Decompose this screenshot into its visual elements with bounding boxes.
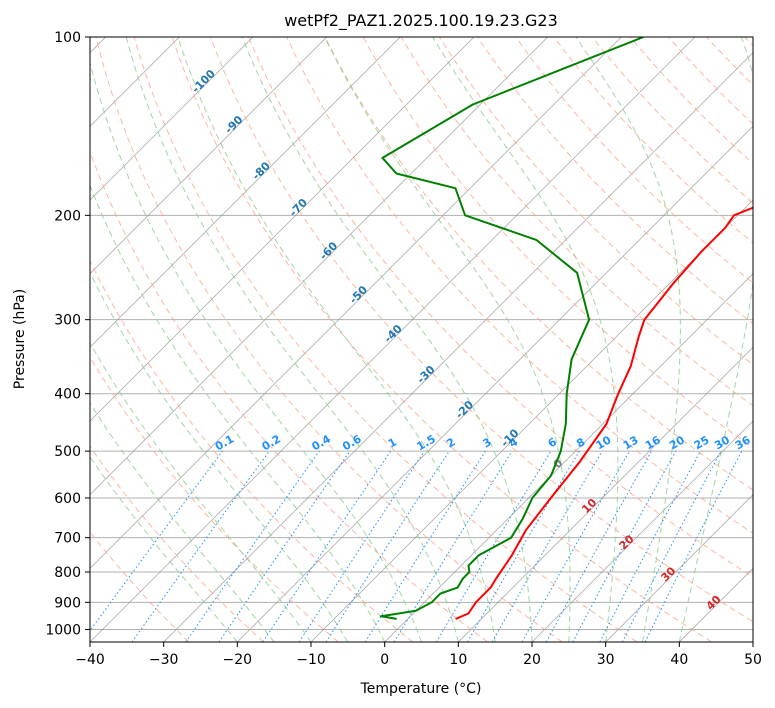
x-tick-label: 30 <box>597 652 615 668</box>
moist-adiabat-line <box>125 37 459 642</box>
moist-adiabat-line <box>432 37 619 642</box>
x-tick-label: −30 <box>149 652 179 668</box>
y-tick-label: 1000 <box>45 622 81 638</box>
moist-adiabat-line <box>575 37 681 642</box>
moist-adiabat-line <box>90 402 275 642</box>
y-tick-label: 600 <box>54 491 81 507</box>
dry-adiabat-line <box>400 37 753 407</box>
moist-adiabat-line <box>90 184 386 642</box>
x-tick-label: 10 <box>449 652 467 668</box>
mixing-ratio-line <box>325 450 450 642</box>
x-tick-label: 20 <box>523 652 541 668</box>
isotherm-line <box>90 37 327 275</box>
temperature-profile <box>455 206 753 620</box>
x-tick-label: −20 <box>223 652 253 668</box>
dry-adiabat-line <box>90 445 264 642</box>
dry-adiabat-line <box>90 259 414 642</box>
isotherm-line <box>458 346 753 642</box>
isotherm-line <box>90 37 548 496</box>
moist-adiabat-line <box>177 37 496 642</box>
isotherm-line <box>90 37 254 201</box>
isotherm-line <box>163 52 753 642</box>
axes-ticks: −40 −30 −20 −10 0 10 20 30 40 50 100 200 300 400 500 60… <box>45 30 762 668</box>
y-tick-label: 400 <box>54 387 81 403</box>
mixing-ratio-line <box>521 450 630 642</box>
y-tick-label: 900 <box>54 595 81 611</box>
isotherm-line <box>90 37 475 422</box>
isotherm-line <box>237 125 753 642</box>
mixing-ratio-line <box>644 450 743 642</box>
mixing-ratio-line <box>298 450 425 642</box>
dry-adiabat-line <box>95 37 563 642</box>
chart-title: wetPf2_PAZ1.2025.100.19.23.G23 <box>284 11 558 31</box>
mixing-ratio-line <box>545 450 653 642</box>
mixing-ratio-line <box>131 450 270 642</box>
dry-adiabat-line <box>248 37 753 578</box>
y-tick-label: 100 <box>54 30 81 46</box>
dry-adiabat-line <box>629 37 753 165</box>
x-tick-label: −10 <box>296 652 326 668</box>
isotherm-line <box>384 273 753 642</box>
moist-adiabat-line <box>678 37 753 642</box>
moist-adiabat-line <box>324 37 571 642</box>
moist-adiabat-line <box>90 60 422 642</box>
isotherm-line <box>90 37 696 642</box>
dry-adiabat-line <box>324 37 753 491</box>
dry-adiabat-line <box>591 37 753 204</box>
mixing-ratio-line <box>262 450 392 642</box>
dewpoint-profile <box>380 37 644 620</box>
y-tick-label: 200 <box>54 208 81 224</box>
y-tick-label: 500 <box>54 444 81 460</box>
mixing-ratio-line <box>90 450 223 632</box>
y-tick-label: 300 <box>54 313 81 329</box>
isotherm-line <box>605 494 753 642</box>
isotherm-line <box>90 37 622 569</box>
moist-adiabat-line <box>90 271 349 642</box>
mixing-ratio-line <box>393 450 513 642</box>
dry-adiabat-line <box>362 37 753 449</box>
dry-adiabat-line <box>210 37 753 623</box>
x-axis-title: Temperature (°C) <box>360 681 482 697</box>
dry-adiabat-line <box>515 37 753 284</box>
isotherm-line <box>531 420 753 642</box>
x-tick-label: 40 <box>670 652 688 668</box>
mixing-ratio-line <box>185 450 320 642</box>
dry-adiabat-line <box>477 37 753 325</box>
y-axis-title: Pressure (hPa) <box>12 289 28 389</box>
thermo-background-lines <box>90 37 753 642</box>
moist-adiabat-line <box>90 456 238 642</box>
x-tick-label: 0 <box>380 652 389 668</box>
y-tick-label: 700 <box>54 531 81 547</box>
dry-adiabat-line <box>133 37 638 642</box>
moist-adiabat-line <box>241 37 533 642</box>
mixing-ratio-line <box>572 450 677 642</box>
pressure-gridlines <box>90 37 753 630</box>
sounding-profiles <box>380 37 753 620</box>
x-tick-label: 50 <box>744 652 762 668</box>
mixing-ratio-line <box>218 450 351 642</box>
x-tick-label: −40 <box>75 652 105 668</box>
y-tick-label: 800 <box>54 565 81 581</box>
plot-frame <box>89 36 754 643</box>
isotherm-line <box>90 37 401 348</box>
